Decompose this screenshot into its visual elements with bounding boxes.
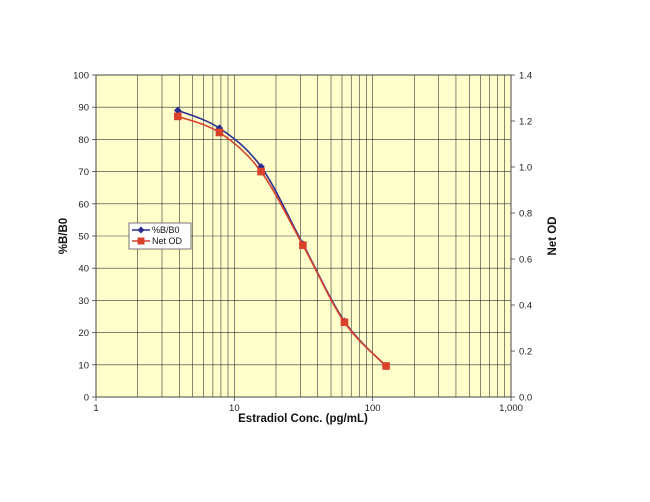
data-point-percent-b-b0 [257, 162, 265, 171]
data-point-net-od [173, 112, 182, 121]
right-tick-label: 0.2 [519, 347, 532, 358]
data-point-net-od [382, 362, 390, 370]
right-tick-label: 0.0 [519, 393, 532, 404]
x-tick-label: 100 [365, 403, 381, 414]
legend-label-percent-b-b0: %B/B0 [152, 225, 180, 235]
right-tick-label: 1.0 [519, 163, 532, 174]
y2-axis-title: Net OD [547, 217, 559, 256]
legend-label-net-od: Net OD [152, 236, 183, 246]
right-tick-label: 0.6 [519, 255, 532, 266]
data-point-net-od [257, 167, 265, 176]
data-point-percent-b-b0 [215, 124, 224, 132]
gridlines [96, 75, 511, 397]
x-tick-label: 1 [93, 403, 98, 414]
data-point-net-od [215, 128, 224, 137]
left-axis-ticks: 0 10 20 30 40 50 60 70 80 90 100 [73, 71, 96, 404]
left-tick-label: 50 [78, 232, 89, 243]
left-tick-label: 60 [78, 199, 89, 210]
x-axis-ticks: 1 10 100 1,000 [93, 397, 523, 414]
right-tick-label: 1.2 [519, 117, 532, 128]
left-tick-label: 0 [84, 393, 89, 404]
y-axis-title: %B/B0 [58, 218, 70, 254]
data-point-net-od [340, 318, 349, 327]
left-tick-label: 40 [78, 264, 89, 275]
legend-box [128, 222, 192, 250]
left-tick-label: 70 [78, 167, 89, 178]
right-tick-label: 0.4 [519, 301, 532, 312]
x-tick-label: 10 [229, 403, 240, 414]
left-tick-label: 90 [78, 103, 89, 114]
left-tick-label: 80 [78, 135, 89, 146]
left-tick-label: 10 [78, 360, 89, 371]
left-tick-label: 30 [78, 296, 89, 307]
series-layer [173, 106, 390, 371]
legend: %B/B0 Net OD [128, 222, 192, 250]
right-axis-ticks: 0.0 0.2 0.4 0.6 0.8 1.0 1.2 1.4 [511, 71, 532, 404]
legend-marker-net-od [137, 237, 145, 245]
data-point-net-od [299, 241, 307, 249]
legend-marker-percent-b-b0 [137, 226, 145, 234]
left-tick-label: 100 [73, 71, 89, 82]
left-tick-label: 20 [78, 328, 89, 339]
right-tick-label: 1.4 [519, 71, 532, 82]
data-point-percent-b-b0 [173, 106, 182, 115]
right-tick-label: 0.8 [519, 209, 532, 220]
x-axis-title: Estradiol Conc. (pg/mL) [238, 413, 368, 425]
x-tick-label: 1,000 [499, 403, 523, 414]
